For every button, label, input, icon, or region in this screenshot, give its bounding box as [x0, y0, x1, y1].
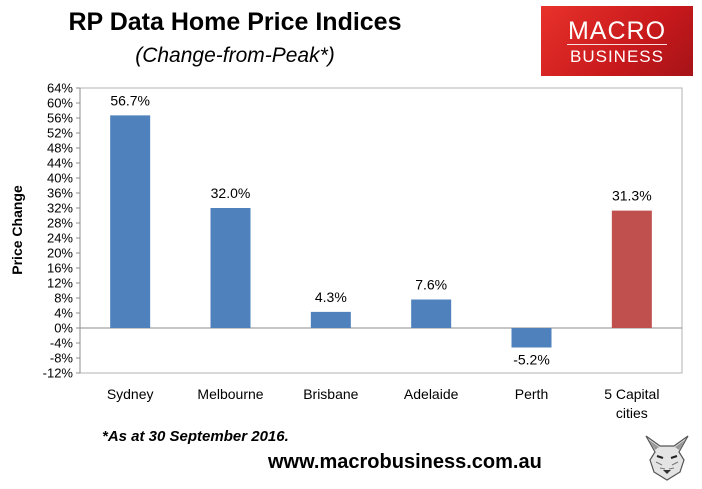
y-tick-label: 8%	[54, 291, 73, 306]
y-tick-label: 24%	[47, 231, 73, 246]
x-tick-label: cities	[616, 405, 648, 421]
data-label: 4.3%	[315, 289, 347, 305]
y-axis-title: Price Change	[9, 185, 25, 275]
bar	[411, 299, 452, 328]
x-tick-label: 5 Capital	[604, 386, 659, 402]
x-tick-label: Sydney	[107, 386, 154, 402]
y-tick-label: 48%	[47, 141, 73, 156]
chart-subtitle: (Change-from-Peak*)	[135, 44, 335, 67]
macrobusiness-logo: MACRO BUSINESS	[541, 6, 693, 76]
y-tick-label: 20%	[47, 246, 73, 261]
x-tick-label: Perth	[515, 386, 548, 402]
footnote: *As at 30 September 2016.	[102, 428, 289, 445]
bar	[511, 328, 552, 348]
bar	[611, 210, 652, 328]
data-label: 56.7%	[110, 92, 150, 108]
x-tick-label: Melbourne	[197, 386, 263, 402]
logo-text-business: BUSINESS	[570, 47, 664, 66]
bar	[110, 115, 151, 328]
y-tick-label: -8%	[50, 351, 74, 366]
y-tick-label: 60%	[47, 96, 73, 111]
y-tick-label: 36%	[47, 186, 73, 201]
data-label: 31.3%	[612, 188, 652, 204]
chart-title: RP Data Home Price Indices	[68, 8, 402, 36]
website-url: www.macrobusiness.com.au	[268, 451, 542, 473]
x-tick-label: Brisbane	[303, 386, 358, 402]
data-label: -5.2%	[513, 352, 550, 368]
y-tick-label: 28%	[47, 216, 73, 231]
logo-text-macro: MACRO	[567, 17, 667, 45]
y-tick-label: -12%	[43, 366, 74, 381]
plot-area-border	[79, 87, 683, 374]
y-tick-label: 40%	[47, 171, 73, 186]
wolf-mascot-icon	[645, 435, 689, 481]
y-tick-label: 0%	[54, 321, 73, 336]
y-tick-label: 16%	[47, 261, 73, 276]
y-tick-label: 4%	[54, 306, 73, 321]
data-label: 7.6%	[415, 277, 447, 293]
data-label: 32.0%	[211, 185, 251, 201]
x-tick-label: Adelaide	[404, 386, 459, 402]
y-tick-label: 44%	[47, 156, 73, 171]
y-tick-label: 32%	[47, 201, 73, 216]
y-tick-label: 12%	[47, 276, 73, 291]
y-tick-label: 64%	[47, 81, 73, 96]
y-tick-label: -4%	[50, 336, 74, 351]
y-tick-label: 52%	[47, 126, 73, 141]
bar	[210, 208, 251, 328]
y-tick-label: 56%	[47, 111, 73, 126]
bar	[310, 311, 351, 328]
logo-divider	[567, 44, 667, 45]
